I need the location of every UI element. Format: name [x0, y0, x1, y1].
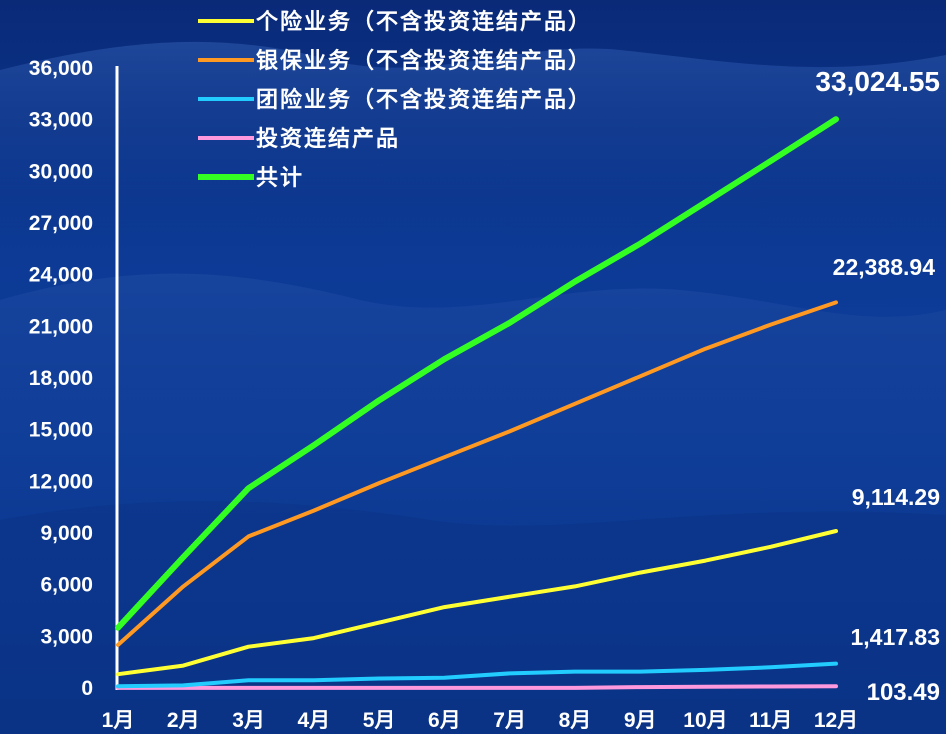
x-tick-label: 1月	[102, 709, 135, 732]
end-value-label: 103.49	[867, 679, 940, 706]
y-tick-label: 3,000	[40, 625, 93, 648]
x-tick-label: 11月	[749, 709, 792, 732]
legend-label: 个险业务（不含投资连结产品）	[256, 9, 592, 34]
y-tick-label: 33,000	[29, 109, 93, 132]
x-axis: 1月 2月 3月 4月 5月 6月 7月 8月 9月 10月 11月 12月	[102, 709, 859, 732]
x-tick-label: 7月	[493, 709, 526, 732]
legend: 个险业务（不含投资连结产品） 银保业务（不含投资连结产品） 团险业务（不含投资连结产…	[198, 9, 592, 190]
y-tick-label: 12,000	[29, 470, 93, 493]
legend-label: 投资连结产品	[256, 126, 400, 151]
y-tick-label: 30,000	[29, 160, 93, 183]
x-tick-label: 9月	[624, 709, 657, 732]
end-labels: 9,114.29 22,388.94 1,417.83 103.49 33,024.55	[815, 66, 940, 706]
series-line	[116, 684, 838, 690]
legend-label: 共计	[256, 165, 304, 190]
y-tick-label: 9,000	[40, 522, 93, 545]
y-tick-label: 21,000	[29, 315, 93, 338]
x-tick-label: 2月	[167, 709, 200, 732]
x-tick-label: 10月	[683, 709, 727, 732]
end-value-label: 33,024.55	[815, 66, 940, 97]
end-value-label: 1,417.83	[850, 624, 940, 650]
end-value-label: 9,114.29	[852, 484, 940, 510]
x-tick-label: 12月	[814, 709, 858, 732]
series-lines	[115, 116, 839, 690]
series-line	[116, 300, 838, 647]
x-tick-label: 3月	[232, 709, 265, 732]
series-line	[115, 116, 839, 631]
end-value-label: 22,388.94	[833, 254, 936, 280]
y-tick-label: 18,000	[29, 367, 93, 390]
y-tick-label: 27,000	[29, 212, 93, 235]
legend-label: 银保业务（不含投资连结产品）	[256, 48, 592, 73]
background-mountains	[0, 41, 946, 734]
y-tick-label: 36,000	[29, 57, 93, 80]
series-line	[116, 661, 838, 689]
x-tick-label: 5月	[363, 709, 396, 732]
y-tick-label: 6,000	[40, 574, 93, 597]
x-tick-label: 4月	[297, 709, 330, 732]
y-axis: 0 3,000 6,000 9,000 12,000 15,000 18,000 21,000…	[29, 57, 119, 700]
x-tick-label: 6月	[428, 709, 461, 732]
legend-label: 团险业务（不含投资连结产品）	[256, 87, 592, 112]
series-line	[116, 529, 838, 677]
y-tick-label: 24,000	[29, 264, 93, 287]
x-tick-label: 8月	[559, 709, 592, 732]
y-tick-label: 15,000	[29, 419, 93, 442]
y-tick-label: 0	[81, 677, 93, 700]
